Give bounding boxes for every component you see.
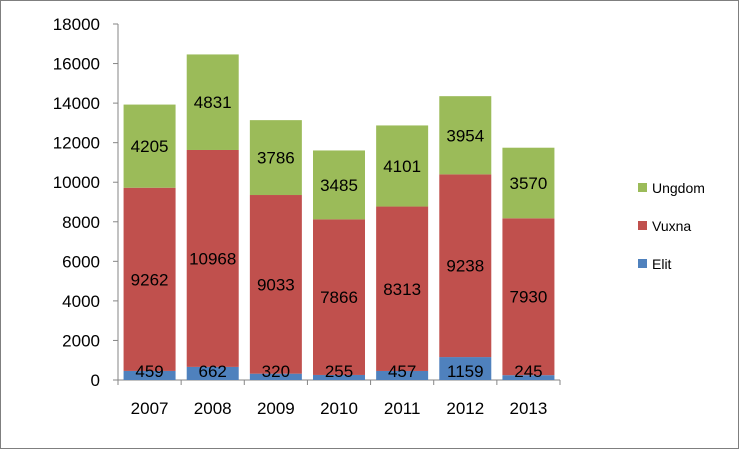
legend-swatch-vuxna — [638, 221, 647, 230]
bar-segment-ungdom — [123, 104, 176, 188]
bar-segment-vuxna — [502, 218, 555, 376]
bar-segment-vuxna — [376, 206, 429, 371]
data-label: 9033 — [257, 275, 295, 294]
data-label: 4101 — [383, 157, 421, 176]
bar-segment-vuxna — [186, 149, 239, 367]
bar-segment-ungdom — [313, 150, 365, 220]
data-label: 3570 — [510, 174, 548, 193]
x-tick-label: 2008 — [194, 399, 232, 418]
bar-segment-elit — [186, 366, 239, 380]
bar-segment-elit — [123, 370, 176, 380]
data-label: 320 — [262, 362, 290, 381]
bar-segment-elit — [376, 370, 429, 380]
x-tick-label: 2013 — [510, 399, 548, 418]
y-tick-label: 12000 — [53, 134, 100, 153]
data-label: 3954 — [446, 126, 484, 145]
data-label: 662 — [199, 362, 227, 381]
axes: 0 2000 4000 6000 8000 10000 12000 14000 16000 180… — [53, 15, 561, 418]
bar-segment-elit — [439, 357, 492, 380]
legend-swatch-ungdom — [638, 183, 647, 192]
y-tick-label: 18000 — [53, 15, 100, 34]
data-label: 9262 — [131, 270, 169, 289]
data-labels: 459 9262 4205 662 10968 4831 320 9033 3786 255 786… — [131, 93, 548, 381]
x-tick-label: 2010 — [320, 399, 358, 418]
bars — [123, 54, 555, 380]
data-label: 4831 — [194, 93, 232, 112]
bar-segment-ungdom — [439, 96, 492, 175]
bar-segment-elit — [502, 375, 555, 380]
data-label: 7866 — [320, 288, 358, 307]
y-tick-label: 8000 — [62, 213, 100, 232]
y-tick-label: 14000 — [53, 94, 100, 113]
bar-segment-vuxna — [123, 187, 176, 371]
data-label: 459 — [135, 362, 163, 381]
data-label: 1159 — [447, 362, 484, 381]
data-label: 8313 — [383, 280, 421, 299]
y-tick-label: 16000 — [53, 55, 100, 74]
bar-segment-vuxna — [249, 195, 302, 374]
legend-swatch-elit — [638, 259, 647, 268]
x-tick-label: 2007 — [131, 399, 169, 418]
data-label: 9238 — [446, 257, 484, 276]
x-tick-label: 2011 — [384, 399, 421, 418]
data-label: 255 — [325, 362, 353, 381]
bar-segment-ungdom — [249, 120, 302, 196]
legend-label: Elit — [652, 256, 672, 272]
legend-label: Vuxna — [652, 218, 691, 234]
data-label: 3485 — [320, 176, 358, 195]
y-tick-label: 6000 — [62, 252, 100, 271]
y-tick-label: 10000 — [53, 173, 100, 192]
bar-segment-vuxna — [313, 219, 365, 375]
y-tick-label: 0 — [91, 371, 100, 390]
y-tick-label: 4000 — [62, 292, 100, 311]
legend: Ungdom Vuxna Elit — [638, 180, 705, 272]
bar-segment-ungdom — [186, 54, 239, 150]
bar-segment-ungdom — [502, 147, 555, 219]
bar-segment-elit — [313, 374, 365, 380]
data-label: 4205 — [131, 137, 169, 156]
y-tick-label: 2000 — [62, 331, 100, 350]
x-tick-label: 2009 — [257, 399, 295, 418]
x-tick-label: 2012 — [446, 399, 484, 418]
data-label: 457 — [388, 362, 416, 381]
legend-label: Ungdom — [652, 180, 705, 196]
bar-segment-elit — [249, 373, 302, 380]
data-label: 7930 — [510, 288, 548, 307]
bar-segment-ungdom — [376, 125, 429, 207]
bar-segment-vuxna — [439, 174, 492, 358]
data-label: 245 — [514, 362, 542, 381]
data-label: 10968 — [189, 249, 236, 268]
data-label: 3786 — [257, 149, 295, 168]
